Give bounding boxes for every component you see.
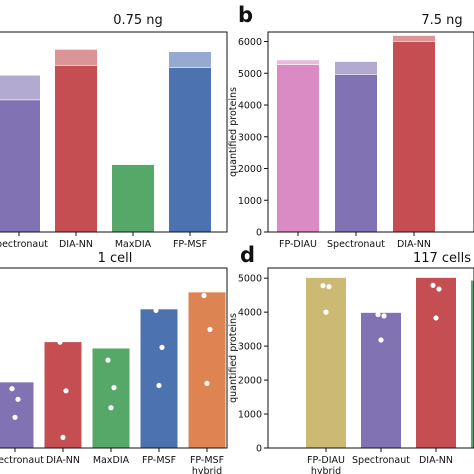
x-tick-label: FP-MSF (142, 455, 176, 466)
bar (169, 67, 211, 232)
y-tick-label: 5000 (238, 274, 262, 285)
bar (112, 164, 154, 232)
data-point (111, 385, 117, 391)
x-tick-label: DIA-NN (397, 239, 431, 250)
data-point (201, 292, 207, 299)
bar-upper-segment (55, 49, 97, 66)
x-tick-label: hybrid (192, 466, 222, 474)
panel-letter: d (240, 243, 255, 267)
data-point (323, 309, 329, 315)
data-point (9, 386, 15, 392)
bar (335, 74, 377, 232)
bar (471, 280, 474, 448)
data-point (375, 311, 381, 318)
bar (55, 65, 97, 232)
bar (0, 100, 40, 232)
data-point (156, 382, 162, 389)
data-point (378, 337, 384, 343)
bar-upper-segment (277, 60, 319, 66)
x-tick-label: FP-MSF (173, 239, 207, 250)
y-axis-label: quantified proteins (228, 313, 239, 403)
chart-title: 1 cell (98, 251, 133, 266)
bar (306, 277, 346, 448)
bar (393, 41, 435, 232)
chart-title: 7.5 ng (421, 13, 462, 28)
bar (92, 348, 130, 448)
axes-frame (267, 31, 474, 233)
bar-upper-segment (335, 61, 377, 75)
axes-frame (267, 267, 474, 449)
y-tick-label: 5000 (238, 69, 262, 80)
bar-upper-segment (393, 35, 435, 42)
x-tick-label: Spectronaut (0, 239, 48, 250)
bar-upper-segment (0, 75, 40, 101)
bar (416, 277, 456, 448)
y-tick-label: 4000 (238, 308, 262, 319)
y-tick-label: 1000 (238, 410, 262, 421)
x-tick-label: Spectronaut (0, 455, 44, 466)
chart-panel-4: FP-DIAUhybridSpectronautDIA-NNMaxD010002… (228, 243, 474, 474)
axes-frame (0, 267, 228, 449)
data-point (159, 344, 165, 351)
data-point (63, 388, 69, 394)
y-tick-label: 0 (256, 228, 262, 239)
data-point (320, 283, 326, 289)
chart-panel-3: SpectronautDIA-NNMaxDIAFP-MSFFP-MSFhybri… (0, 251, 228, 474)
y-tick-label: 1000 (238, 196, 262, 207)
data-point (381, 313, 387, 319)
chart-title: 117 cells (413, 251, 471, 266)
data-point (153, 307, 159, 313)
x-tick-label: FP-DIAU (279, 239, 317, 250)
y-tick-label: 2000 (238, 164, 262, 175)
x-tick-label: FP-DIAU (307, 455, 345, 466)
data-point (204, 380, 210, 387)
y-axis-label: quantified proteins (228, 87, 239, 177)
chart-title: 0.75 ng (113, 13, 163, 28)
x-tick-label: MaxDIA (115, 239, 152, 250)
data-point (105, 357, 111, 363)
data-point (57, 339, 63, 345)
data-point (12, 414, 18, 420)
x-tick-label: FP-MSF (190, 455, 224, 466)
bar (140, 309, 178, 448)
bar (277, 65, 319, 233)
chart-panel-2: FP-DIAU Spectronaut DIA-NN 0 1000 2000 3000 400… (228, 3, 474, 250)
data-point (326, 284, 332, 290)
bar-upper-segment (169, 52, 211, 68)
y-tick-label: 2000 (238, 376, 262, 387)
x-tick-label: Spectronaut (327, 239, 385, 250)
data-point (433, 315, 439, 321)
y-tick-label: 4000 (238, 101, 262, 112)
y-tick-label: 3000 (238, 342, 262, 353)
data-point (108, 405, 114, 411)
bar (361, 312, 401, 448)
x-tick-label: DIA-NN (419, 455, 453, 466)
panel-letter: b (238, 3, 253, 27)
x-tick-label: DIA-NN (46, 455, 80, 466)
axes-frame (0, 31, 228, 233)
data-point (207, 326, 213, 333)
data-point (15, 396, 21, 402)
data-point (60, 434, 66, 441)
chart-panel-1: Spectronaut DIA-NN MaxDIA FP-MSF 0.75 ng (0, 13, 228, 250)
y-tick-label: 0 (256, 444, 262, 455)
y-tick-label: 3000 (238, 132, 262, 143)
data-point (430, 282, 436, 288)
bar (0, 382, 34, 448)
bar (44, 342, 82, 448)
x-tick-label: hybrid (311, 466, 341, 474)
bar (188, 292, 226, 448)
x-tick-label: DIA-NN (59, 239, 93, 250)
y-tick-label: 6000 (238, 37, 262, 48)
x-tick-label: Spectronaut (352, 455, 410, 466)
x-tick-label: MaxDIA (93, 455, 130, 466)
data-point (436, 286, 442, 292)
